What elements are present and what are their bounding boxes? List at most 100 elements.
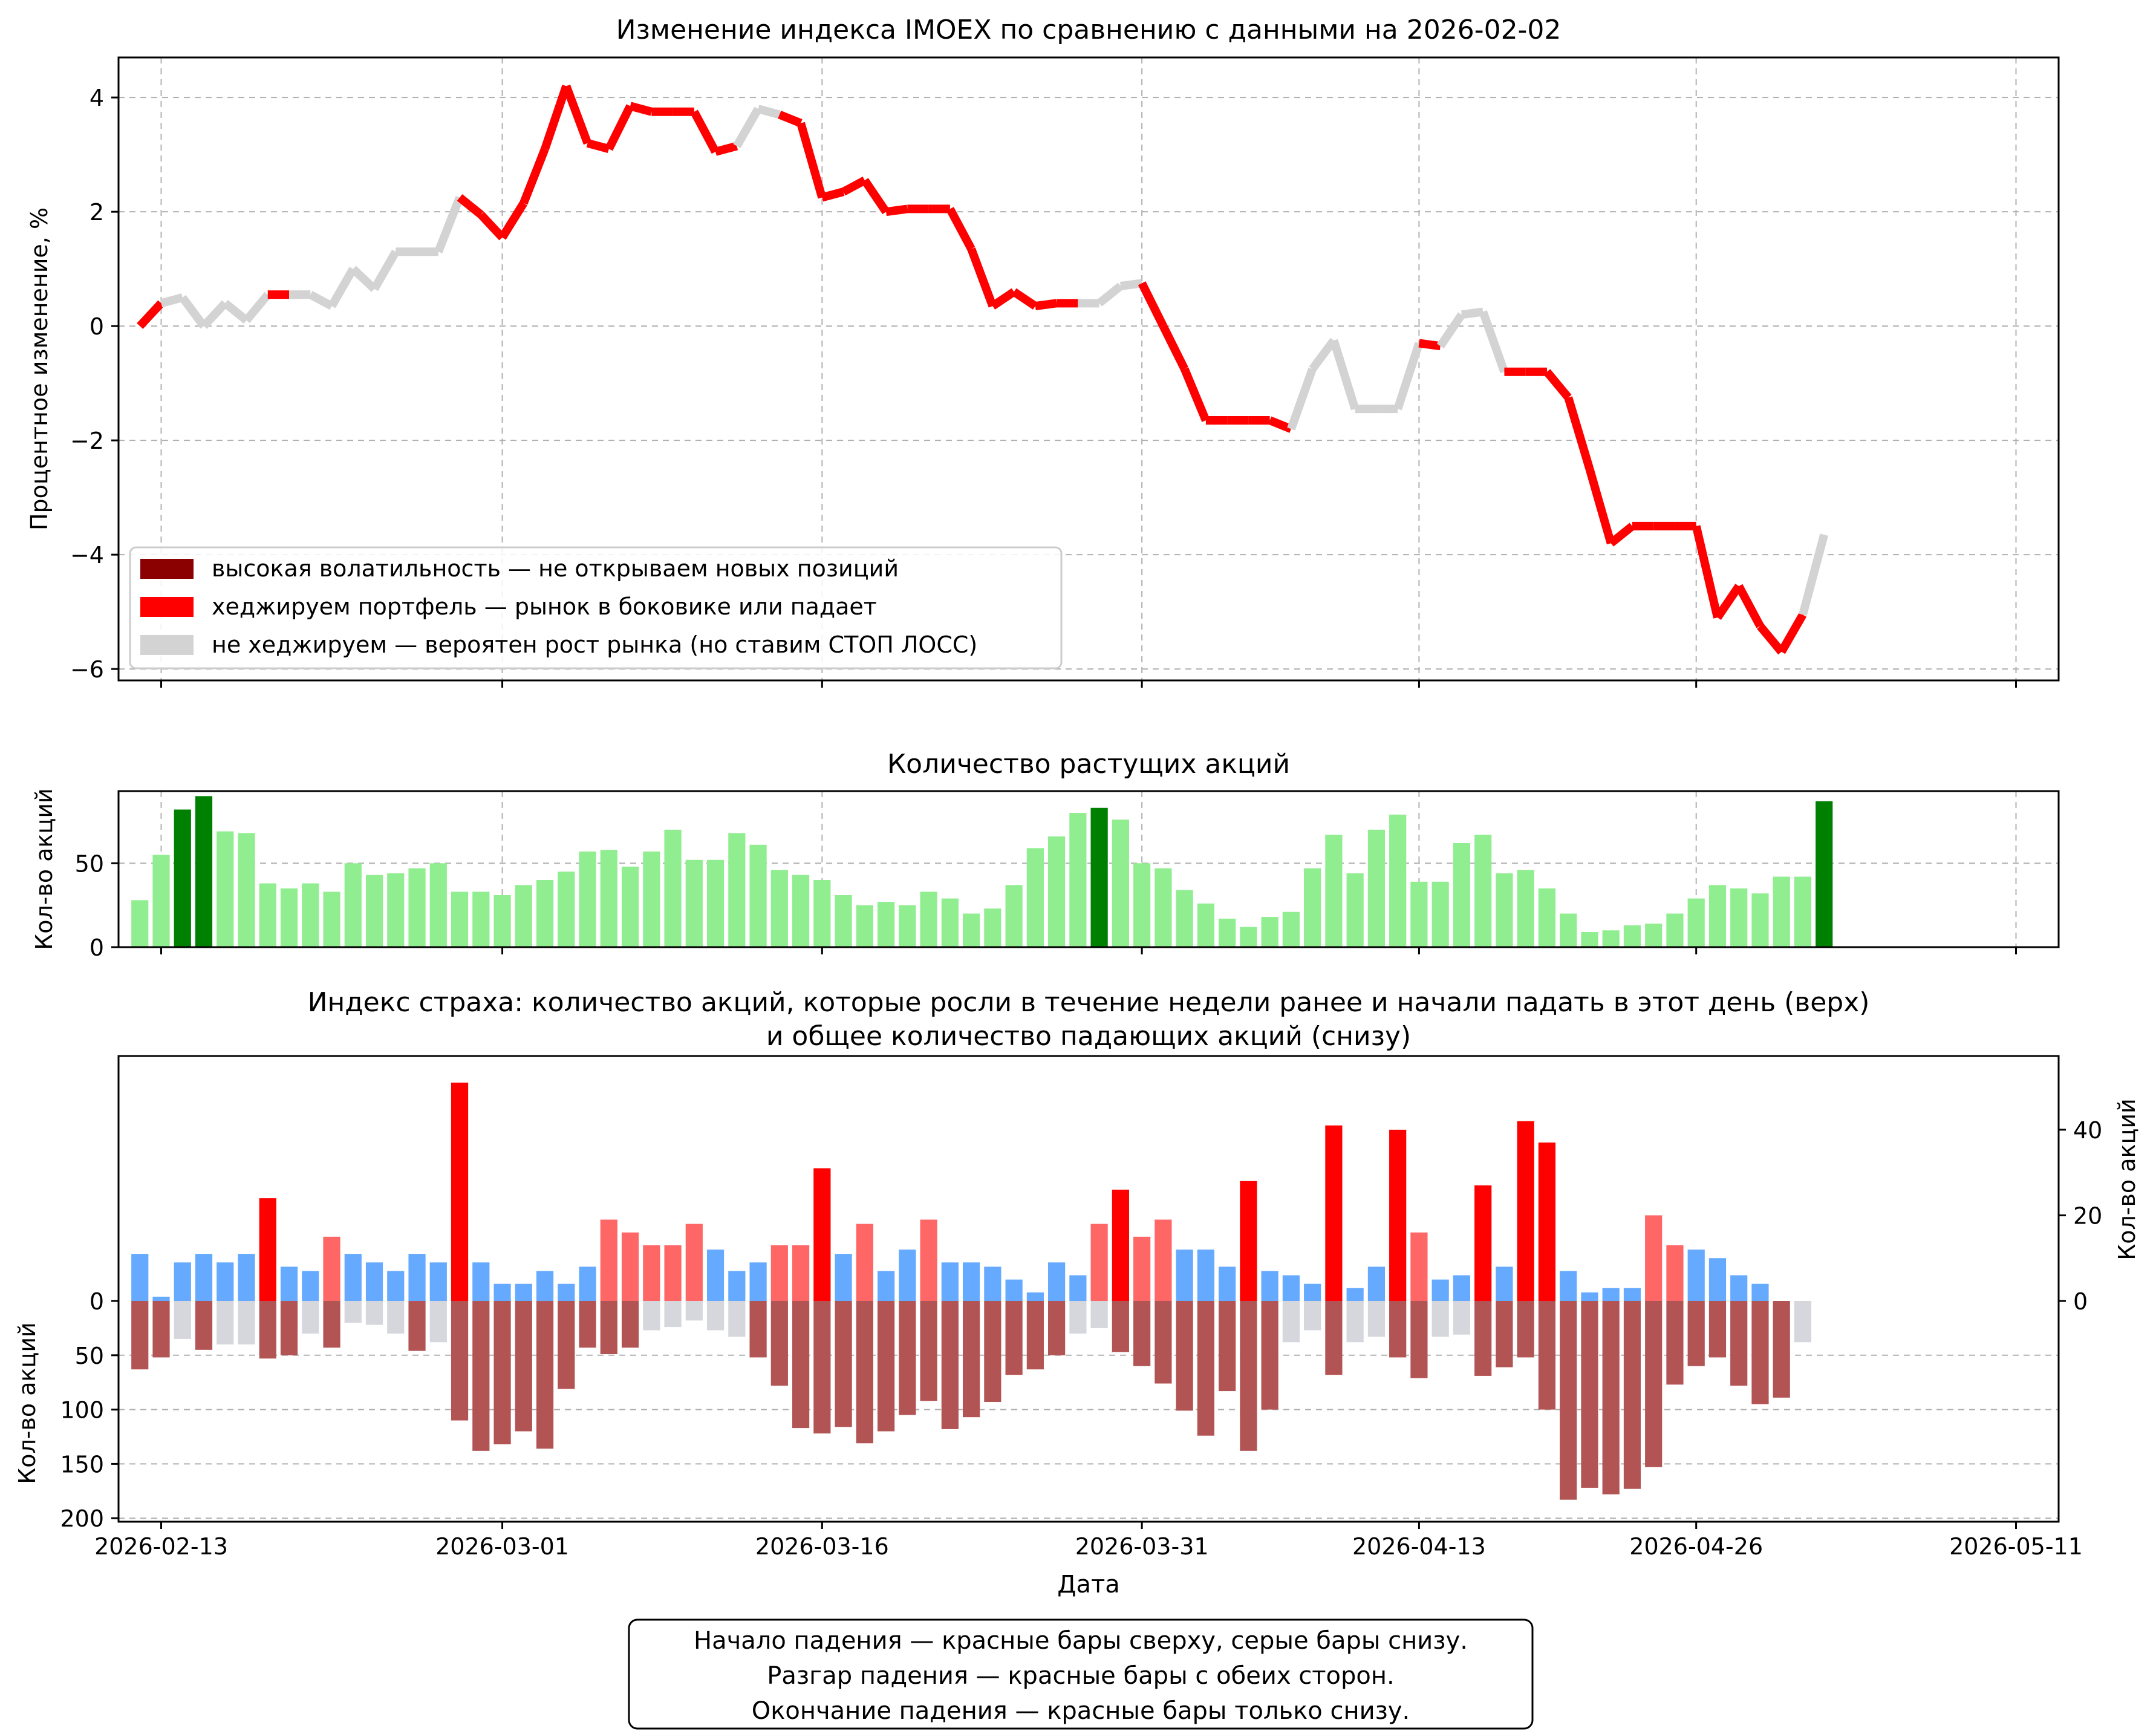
index-line-segment: [1799, 533, 1828, 616]
fall-bar: [1538, 1301, 1556, 1410]
legend-frame: [129, 546, 1063, 670]
fear-bar: [1410, 1232, 1428, 1301]
fall-bar: [792, 1301, 810, 1429]
index-line-segment: [541, 84, 570, 151]
rising-bar: [152, 855, 170, 947]
rising-bar: [1730, 888, 1748, 947]
rising-bar: [1155, 868, 1172, 947]
legend-label-high-volatility: высокая волатильность — не открываем нов…: [212, 555, 899, 582]
index-y-tick-label: 0: [90, 313, 104, 340]
index-line-segment: [137, 300, 164, 329]
legend-swatch-no-hedge: [140, 635, 194, 655]
fall-bar: [1773, 1301, 1790, 1398]
index-line-segment: [1138, 281, 1167, 328]
index-line-segment: [160, 293, 184, 308]
index-line-segment: [1757, 623, 1785, 655]
fear-bar: [408, 1254, 426, 1301]
index-line-segment: [1479, 310, 1509, 374]
fear-bar: [984, 1266, 1001, 1301]
index-x-ticks: [160, 680, 2017, 688]
index-line-segment: [200, 300, 229, 329]
x-tick-label: 2026-03-16: [755, 1533, 889, 1560]
index-line-segment: [1436, 312, 1465, 349]
rising-chart-title: Количество растущих акций: [887, 749, 1290, 780]
fall-bar: [1560, 1301, 1577, 1500]
fear-bar: [515, 1283, 532, 1301]
fear-bar: [558, 1283, 575, 1301]
fall-bar: [259, 1301, 276, 1359]
index-line-segment: [841, 176, 867, 196]
fall-bar: [1090, 1301, 1108, 1328]
fall-bar: [387, 1301, 405, 1334]
rising-bar: [579, 851, 596, 947]
index-line-segment: [586, 139, 610, 153]
index-legend: высокая волатильность — не открываем нов…: [129, 546, 1063, 670]
fear-bar: [664, 1245, 682, 1301]
index-line-segment: [629, 102, 653, 116]
fear-bar: [472, 1262, 490, 1301]
fall-bar: [835, 1301, 852, 1427]
fear-y-label: Кол-во акций: [2114, 1098, 2140, 1260]
fall-bar: [1410, 1301, 1428, 1378]
fall-bar: [941, 1301, 959, 1429]
index-y-label: Процентное изменение, %: [26, 207, 53, 530]
fall-y-tick-label: 100: [60, 1397, 104, 1424]
fear-bar: [1155, 1219, 1172, 1301]
rising-bar: [685, 859, 703, 947]
fear-bar: [685, 1224, 703, 1301]
rising-bar: [600, 850, 617, 947]
fall-bar: [664, 1301, 682, 1328]
rising-bar: [1112, 820, 1129, 947]
rising-bar: [1474, 835, 1492, 947]
fall-bar: [1602, 1301, 1620, 1494]
fear-bar: [493, 1283, 511, 1301]
rising-bar: [451, 891, 469, 947]
fall-bar: [408, 1301, 426, 1351]
fall-bar: [877, 1301, 895, 1432]
fear-bar: [429, 1262, 447, 1301]
rising-bar: [1560, 913, 1577, 947]
rising-bar: [259, 883, 276, 947]
note-line-2: Разгар падения — красные бары с обеих ст…: [767, 1662, 1394, 1690]
fall-bar: [1197, 1301, 1214, 1436]
fear-bar: [344, 1254, 362, 1301]
fall-bar: [984, 1301, 1001, 1403]
fear-bar: [238, 1254, 255, 1301]
fear-bar: [1133, 1236, 1151, 1301]
fall-bar: [1026, 1301, 1044, 1370]
fall-bar: [1730, 1301, 1748, 1386]
fear-bar: [770, 1245, 788, 1301]
index-line-segment: [1564, 396, 1594, 471]
rising-bar: [792, 875, 810, 947]
fall-y-axis: 0 50 100 150 200: [60, 1288, 119, 1532]
fear-bar: [1304, 1283, 1321, 1301]
rising-bar: [365, 875, 383, 947]
fear-bar: [1687, 1250, 1705, 1301]
index-line-segment: [946, 207, 975, 251]
index-line-segment: [1714, 584, 1743, 620]
fear-y-tick-label: 0: [2073, 1288, 2088, 1315]
fall-bar: [1431, 1301, 1449, 1337]
rising-bar: [1176, 890, 1193, 947]
fall-bar: [280, 1301, 298, 1355]
fall-bar: [600, 1301, 617, 1355]
fear-bar: [174, 1262, 191, 1301]
fall-bar: [195, 1301, 213, 1350]
fall-bar: [1261, 1301, 1278, 1410]
rising-bar: [536, 880, 554, 947]
rising-bar: [835, 895, 852, 947]
index-line-segment: [179, 295, 207, 329]
rising-bar: [1026, 848, 1044, 947]
fall-bar: [1496, 1301, 1513, 1367]
index-line-segment: [1777, 612, 1807, 654]
rising-bar: [1240, 927, 1257, 947]
fear-bar: [963, 1262, 980, 1301]
fear-bar: [1346, 1288, 1364, 1301]
rising-bar: [408, 868, 426, 947]
fall-bar: [493, 1301, 511, 1445]
fear-bar: [323, 1236, 340, 1301]
fear-y-tick-label: 20: [2073, 1202, 2102, 1229]
rising-bar: [280, 888, 298, 947]
fall-bar: [1474, 1301, 1492, 1376]
index-line-segment: [733, 106, 762, 148]
